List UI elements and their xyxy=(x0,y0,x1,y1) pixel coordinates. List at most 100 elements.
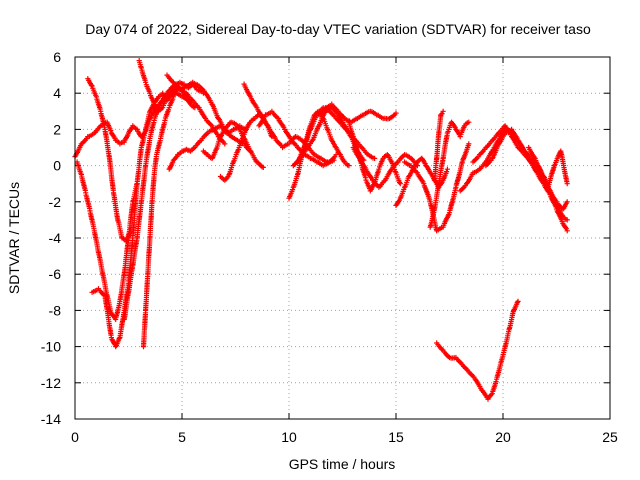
series-track-28 xyxy=(434,298,521,402)
data-point-run xyxy=(350,116,359,124)
data-point-run xyxy=(178,84,188,92)
data-point-run xyxy=(458,124,467,137)
series-track-17 xyxy=(316,101,399,125)
x-tick-label: 20 xyxy=(495,429,511,445)
data-point-run xyxy=(322,160,331,168)
data-point-run xyxy=(167,159,176,171)
data-points xyxy=(72,58,570,402)
data-point-run xyxy=(441,211,452,228)
data-point-run xyxy=(460,143,471,163)
data-point-run xyxy=(321,117,330,131)
data-point xyxy=(564,228,570,234)
data-point-run xyxy=(210,148,219,161)
data-point-run xyxy=(478,146,488,157)
data-point-run xyxy=(185,91,194,103)
data-point-run xyxy=(139,164,148,203)
data-point-run xyxy=(167,96,176,108)
data-point-run xyxy=(114,138,122,145)
data-point-run xyxy=(87,210,97,232)
data-point-run xyxy=(160,95,169,109)
data-point-run xyxy=(218,127,227,139)
data-point-run xyxy=(394,197,402,207)
data-point-run xyxy=(561,222,569,232)
data-point-run xyxy=(403,160,412,168)
data-point-run xyxy=(109,312,118,321)
data-point-run xyxy=(441,349,451,360)
tick-labels: 0 5 10 15 20 25 -14 -12 -10 -8 -6 -4 -2 0 2 4 6 xyxy=(41,49,618,445)
data-point-run xyxy=(191,99,201,110)
data-point-run xyxy=(213,124,222,131)
data-point-run xyxy=(165,86,173,95)
y-tick-label: 0 xyxy=(53,158,61,174)
data-point-run xyxy=(106,155,116,193)
data-point-run xyxy=(304,139,315,151)
data-point-run xyxy=(486,392,494,400)
y-tick-label: -14 xyxy=(41,411,61,427)
data-point-run xyxy=(398,186,407,200)
data-point xyxy=(466,119,472,125)
data-point-run xyxy=(189,103,196,110)
data-point-run xyxy=(268,128,278,141)
data-point xyxy=(372,155,378,161)
data-point-run xyxy=(356,112,365,120)
data-point-run xyxy=(302,127,313,149)
data-point-run xyxy=(467,370,477,380)
data-point-run xyxy=(249,116,256,123)
data-point xyxy=(247,148,254,154)
data-point-run xyxy=(210,102,221,120)
data-point-run xyxy=(80,136,90,146)
y-tick-label: 6 xyxy=(53,49,61,65)
data-point-run xyxy=(118,139,126,146)
data-point-run xyxy=(113,335,122,348)
data-point-run xyxy=(403,152,412,160)
data-point-run xyxy=(257,114,268,128)
data-point xyxy=(143,79,149,85)
data-point-run xyxy=(134,147,144,185)
data-point-run xyxy=(435,225,445,233)
data-point-run xyxy=(298,148,308,160)
data-point-run xyxy=(248,149,259,164)
data-point-run xyxy=(86,77,94,88)
grid-lines xyxy=(75,57,610,419)
data-point-run xyxy=(440,132,450,160)
data-point-run xyxy=(561,200,569,211)
data-point-run xyxy=(533,157,544,174)
data-point-run xyxy=(303,152,312,160)
data-point-run xyxy=(162,107,172,121)
data-point-run xyxy=(157,92,164,99)
y-tick-label: 4 xyxy=(53,85,61,101)
data-point-run xyxy=(336,113,347,127)
data-point-run xyxy=(490,138,501,153)
data-point-run xyxy=(315,159,325,168)
series-track-27 xyxy=(526,144,570,190)
data-point-run xyxy=(523,149,533,159)
data-point-run xyxy=(351,146,362,160)
data-point xyxy=(393,110,399,116)
data-point xyxy=(440,108,446,114)
series-track-21 xyxy=(402,141,472,234)
data-point-run xyxy=(396,153,406,163)
series-track-2 xyxy=(74,159,140,322)
data-point xyxy=(215,115,221,122)
data-point xyxy=(217,134,224,140)
data-point-run xyxy=(471,154,481,164)
data-point-run xyxy=(197,84,207,94)
data-point-run xyxy=(248,96,259,109)
data-point-run xyxy=(148,92,157,105)
y-tick-label: -8 xyxy=(49,302,62,318)
data-point-run xyxy=(227,160,236,176)
data-point-run xyxy=(120,236,128,243)
data-point-run xyxy=(203,91,214,105)
data-point-run xyxy=(484,157,494,167)
data-point-run xyxy=(143,273,151,312)
data-point-run xyxy=(274,139,284,149)
data-point-run xyxy=(453,160,465,188)
y-axis-label: SDTVAR / TECUs xyxy=(6,182,22,294)
x-tick-label: 25 xyxy=(602,429,618,445)
data-point-run xyxy=(206,153,214,161)
data-point-run xyxy=(145,237,153,276)
data-point-run xyxy=(184,96,193,106)
data-point-run xyxy=(105,121,114,134)
data-point-run xyxy=(324,105,333,113)
data-point xyxy=(489,155,495,161)
